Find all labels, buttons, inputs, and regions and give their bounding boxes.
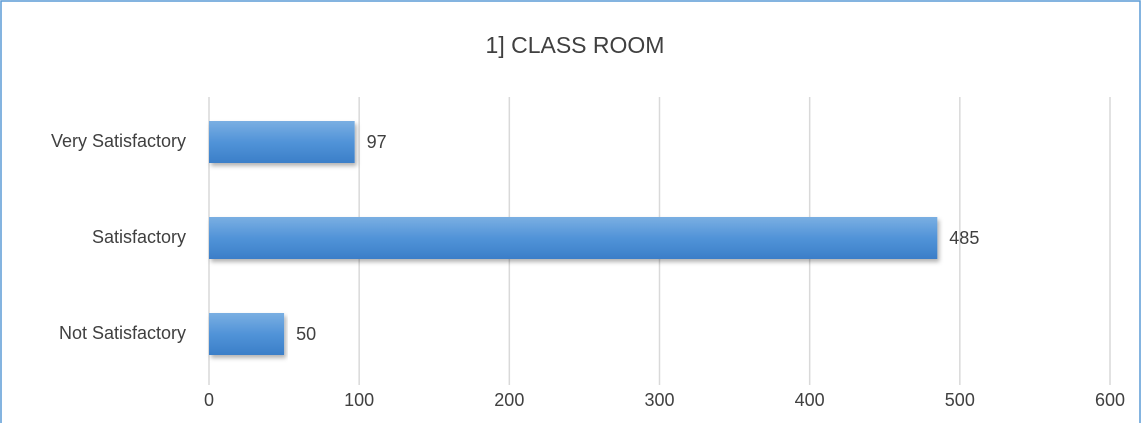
x-tick-label: 400 <box>795 390 825 410</box>
bar <box>209 313 285 355</box>
chart-title: 1] CLASS ROOM <box>486 32 665 58</box>
x-tick-label: 100 <box>344 390 374 410</box>
x-tick-label: 300 <box>644 390 674 410</box>
bar <box>209 217 938 259</box>
data-label: 485 <box>949 228 979 248</box>
data-label: 97 <box>367 132 387 152</box>
y-tick-label: Not Satisfactory <box>59 323 186 343</box>
data-label: 50 <box>296 324 316 344</box>
x-tick-label: 600 <box>1095 390 1125 410</box>
x-tick-label: 200 <box>494 390 524 410</box>
y-tick-label: Satisfactory <box>92 227 186 247</box>
x-tick-label: 500 <box>945 390 975 410</box>
bar <box>209 121 355 163</box>
y-tick-label: Very Satisfactory <box>51 131 186 151</box>
x-tick-label: 0 <box>204 390 214 410</box>
